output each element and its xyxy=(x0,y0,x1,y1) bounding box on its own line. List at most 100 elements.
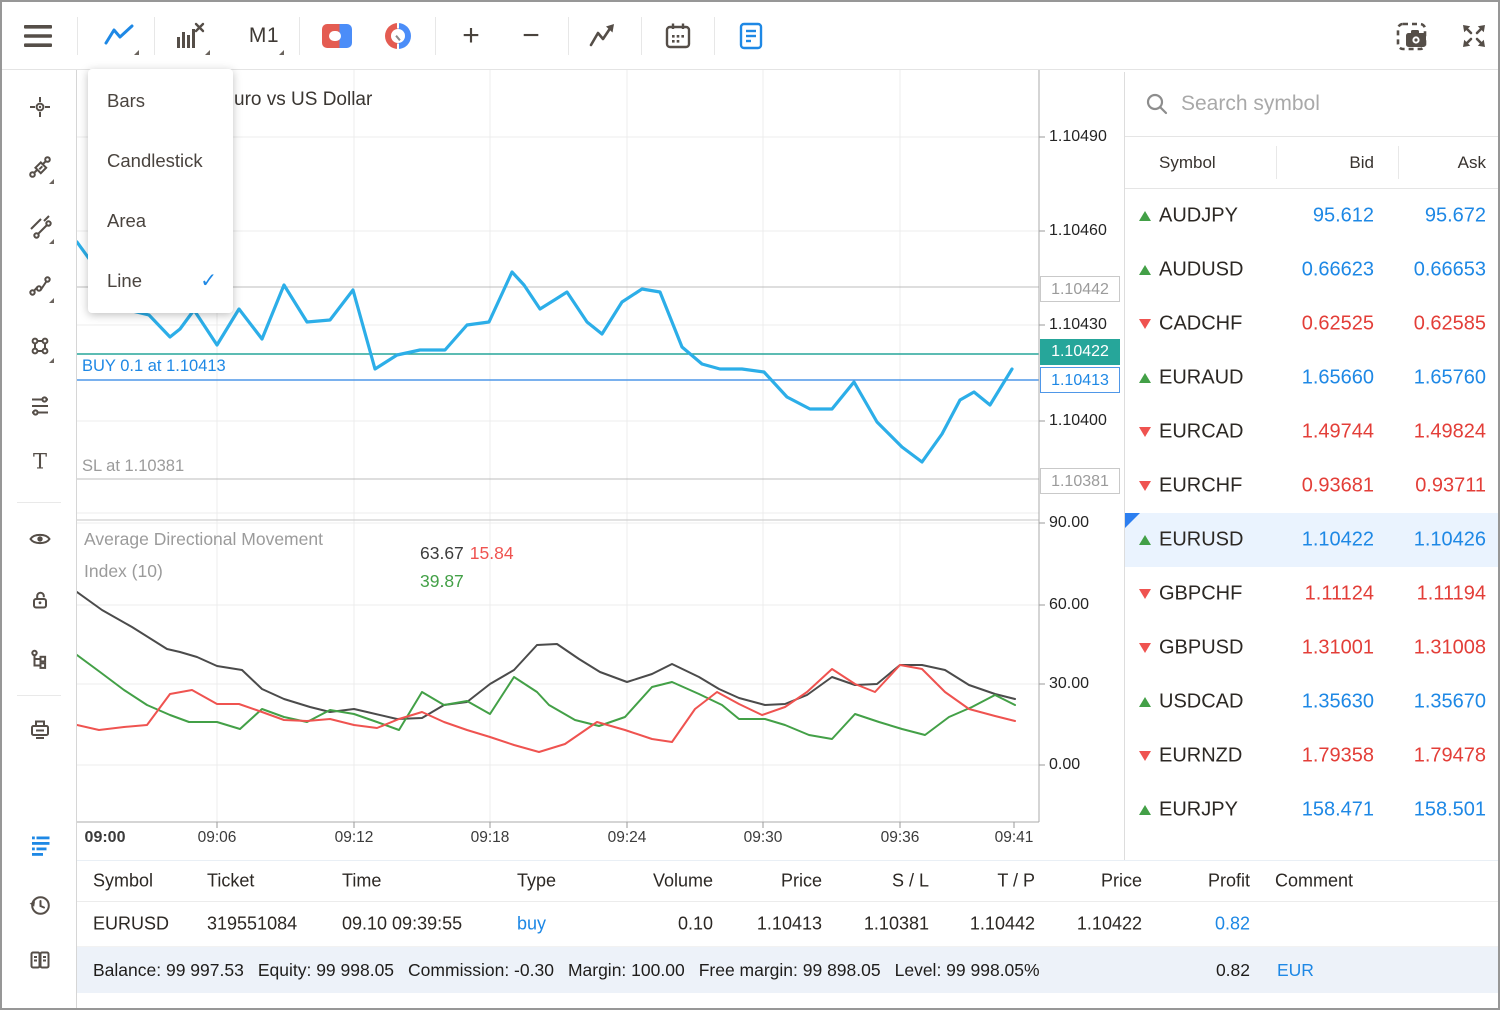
timeframe-button[interactable]: M1 xyxy=(236,8,292,64)
indicator-title: Average Directional Movement Index (10) xyxy=(84,523,323,587)
indicators-button[interactable] xyxy=(576,8,632,64)
history-tab-button[interactable] xyxy=(17,882,63,928)
price-axis-label: 1.10413 xyxy=(1040,367,1120,393)
symbol-search[interactable] xyxy=(1125,72,1498,137)
history-icon xyxy=(29,895,50,915)
market-watch-row-cadchf[interactable]: CADCHF 0.62525 0.62585 xyxy=(1125,297,1498,351)
menu-item-bars[interactable]: Bars xyxy=(107,90,146,111)
market-watch-row-eurnzd[interactable]: EURNZD 1.79358 1.79478 xyxy=(1125,729,1498,783)
bid-value: 1.11124 xyxy=(1304,582,1374,605)
column-header: Comment xyxy=(1275,870,1354,891)
svg-text:T: T xyxy=(33,450,47,474)
market-watch-row-gbpchf[interactable]: GBPCHF 1.11124 1.11194 xyxy=(1125,567,1498,621)
ask-value: 1.65760 xyxy=(1413,366,1486,389)
position-volume: 0.10 xyxy=(677,913,713,934)
market-watch-row-eurusd[interactable]: EURUSD 1.10422 1.10426 xyxy=(1125,513,1498,567)
price-axis[interactable]: 1.10490 1.10460 1.10442 1.10430 1.10422 1.104… xyxy=(1039,70,1124,822)
balance-bar: 0.82 EUR Balance: 99 997.53 Equity: 99 99… xyxy=(77,947,1498,993)
news-button[interactable] xyxy=(723,8,779,64)
toolbar-separator xyxy=(77,17,78,55)
fullscreen-button[interactable] xyxy=(1446,8,1498,64)
time-axis-label: 09:12 xyxy=(334,829,374,846)
menu-item-line[interactable]: Line ✓ xyxy=(88,251,233,311)
market-watch-row-audjpy[interactable]: AUDJPY 95.612 95.672 xyxy=(1125,189,1498,243)
close-chart-button[interactable] xyxy=(162,8,218,64)
channels-button[interactable] xyxy=(17,204,63,250)
print-button[interactable] xyxy=(17,707,63,753)
calendar-button[interactable] xyxy=(650,8,706,64)
toolbar-separator xyxy=(299,17,300,55)
up-triangle-icon xyxy=(1139,265,1151,275)
market-watch-row-euraud[interactable]: EURAUD 1.65660 1.65760 xyxy=(1125,351,1498,405)
bid-value: 1.10422 xyxy=(1301,528,1374,551)
market-watch-row-eurchf[interactable]: EURCHF 0.93681 0.93711 xyxy=(1125,459,1498,513)
market-depth-button[interactable] xyxy=(370,8,426,64)
chart-canvas[interactable] xyxy=(77,70,1052,860)
one-click-trading-button[interactable] xyxy=(309,8,365,64)
ask-value: 1.49824 xyxy=(1413,420,1486,443)
search-input[interactable] xyxy=(1181,92,1451,116)
one-click-trading-icon xyxy=(322,24,352,48)
levels-button[interactable] xyxy=(17,383,63,429)
menu-item-area[interactable]: Area xyxy=(107,210,147,231)
time-axis[interactable]: 09:00 09:06 09:12 09:18 09:24 09:30 09:36 09:41 xyxy=(77,822,1039,860)
drawing-toolbar: T xyxy=(2,70,77,1008)
zoom-out-button[interactable]: − xyxy=(503,8,559,64)
time-axis-label: 09:36 xyxy=(880,829,920,846)
market-watch-row-audusd[interactable]: AUDUSD 0.66623 0.66653 xyxy=(1125,243,1498,297)
bar-chart-close-icon xyxy=(177,22,205,48)
indicator-values: 63.67 15.84 39.87 xyxy=(420,539,514,595)
market-watch-row-eurjpy[interactable]: EURJPY 158.471 158.501 xyxy=(1125,783,1498,837)
market-watch-row-eurcad[interactable]: EURCAD 1.49744 1.49824 xyxy=(1125,405,1498,459)
text-button[interactable]: T xyxy=(17,439,63,485)
chevron-down-icon xyxy=(205,50,210,55)
chart-type-menu: Bars Candlestick Area Line ✓ xyxy=(88,69,233,313)
market-watch-row-usdcad[interactable]: USDCAD 1.35630 1.35670 xyxy=(1125,675,1498,729)
line-chart-icon xyxy=(104,24,134,45)
objects-button[interactable] xyxy=(17,637,63,683)
chart-type-button[interactable] xyxy=(91,8,147,64)
shapes-button[interactable] xyxy=(17,323,63,369)
trade-tab-button[interactable] xyxy=(17,822,63,868)
toolbar-separator xyxy=(154,17,155,55)
column-header: Type xyxy=(517,870,557,891)
toolbar-separator xyxy=(435,17,436,55)
column-header: Volume xyxy=(652,870,713,891)
printer-icon xyxy=(31,720,49,739)
bid-value: 1.31001 xyxy=(1301,636,1374,659)
menu-item-candlestick[interactable]: Candlestick xyxy=(107,150,203,171)
time-axis-label: 09:00 xyxy=(84,829,126,846)
crosshair-button[interactable] xyxy=(17,84,63,130)
trendline-button[interactable] xyxy=(17,144,63,190)
down-triangle-icon xyxy=(1139,643,1151,653)
visibility-button[interactable] xyxy=(17,516,63,562)
ask-value: 95.672 xyxy=(1424,204,1486,227)
lock-button[interactable] xyxy=(17,577,63,623)
bid-value: 0.62525 xyxy=(1301,312,1374,335)
price-axis-label: 30.00 xyxy=(1049,675,1090,692)
sidebar-divider xyxy=(17,502,61,503)
down-triangle-icon xyxy=(1139,319,1151,329)
chevron-down-icon xyxy=(279,50,284,55)
ask-value: 1.35670 xyxy=(1413,690,1486,713)
position-row[interactable]: EURUSD 319551084 09.10 09:39:55 buy 0.10 1.10… xyxy=(77,902,1498,947)
up-triangle-icon xyxy=(1139,373,1151,383)
header-separator xyxy=(1398,146,1399,179)
screenshot-button[interactable] xyxy=(1386,8,1442,64)
menu-button[interactable] xyxy=(10,8,66,64)
market-watch-panel: Symbol Bid Ask AUDJPY 95.612 95.672 AUDUSD 0… xyxy=(1124,72,1498,860)
toolbar-separator xyxy=(568,17,569,55)
market-watch-header[interactable]: Symbol Bid Ask xyxy=(1125,137,1498,189)
market-watch-row-gbpusd[interactable]: GBPUSD 1.31001 1.31008 xyxy=(1125,621,1498,675)
submenu-caret-icon xyxy=(49,239,54,244)
time-axis-label: 09:06 xyxy=(197,829,237,846)
bid-value: 158.471 xyxy=(1301,798,1374,821)
symbol-name: EURCHF xyxy=(1159,474,1243,497)
journal-tab-button[interactable] xyxy=(17,937,63,983)
symbol-name: GBPCHF xyxy=(1159,582,1243,605)
zoom-in-button[interactable]: + xyxy=(443,8,499,64)
polyline-button[interactable] xyxy=(17,263,63,309)
price-axis-label: 1.10490 xyxy=(1049,128,1107,145)
trade-list-icon xyxy=(32,836,50,856)
price-axis-label: 1.10422 xyxy=(1040,339,1120,365)
